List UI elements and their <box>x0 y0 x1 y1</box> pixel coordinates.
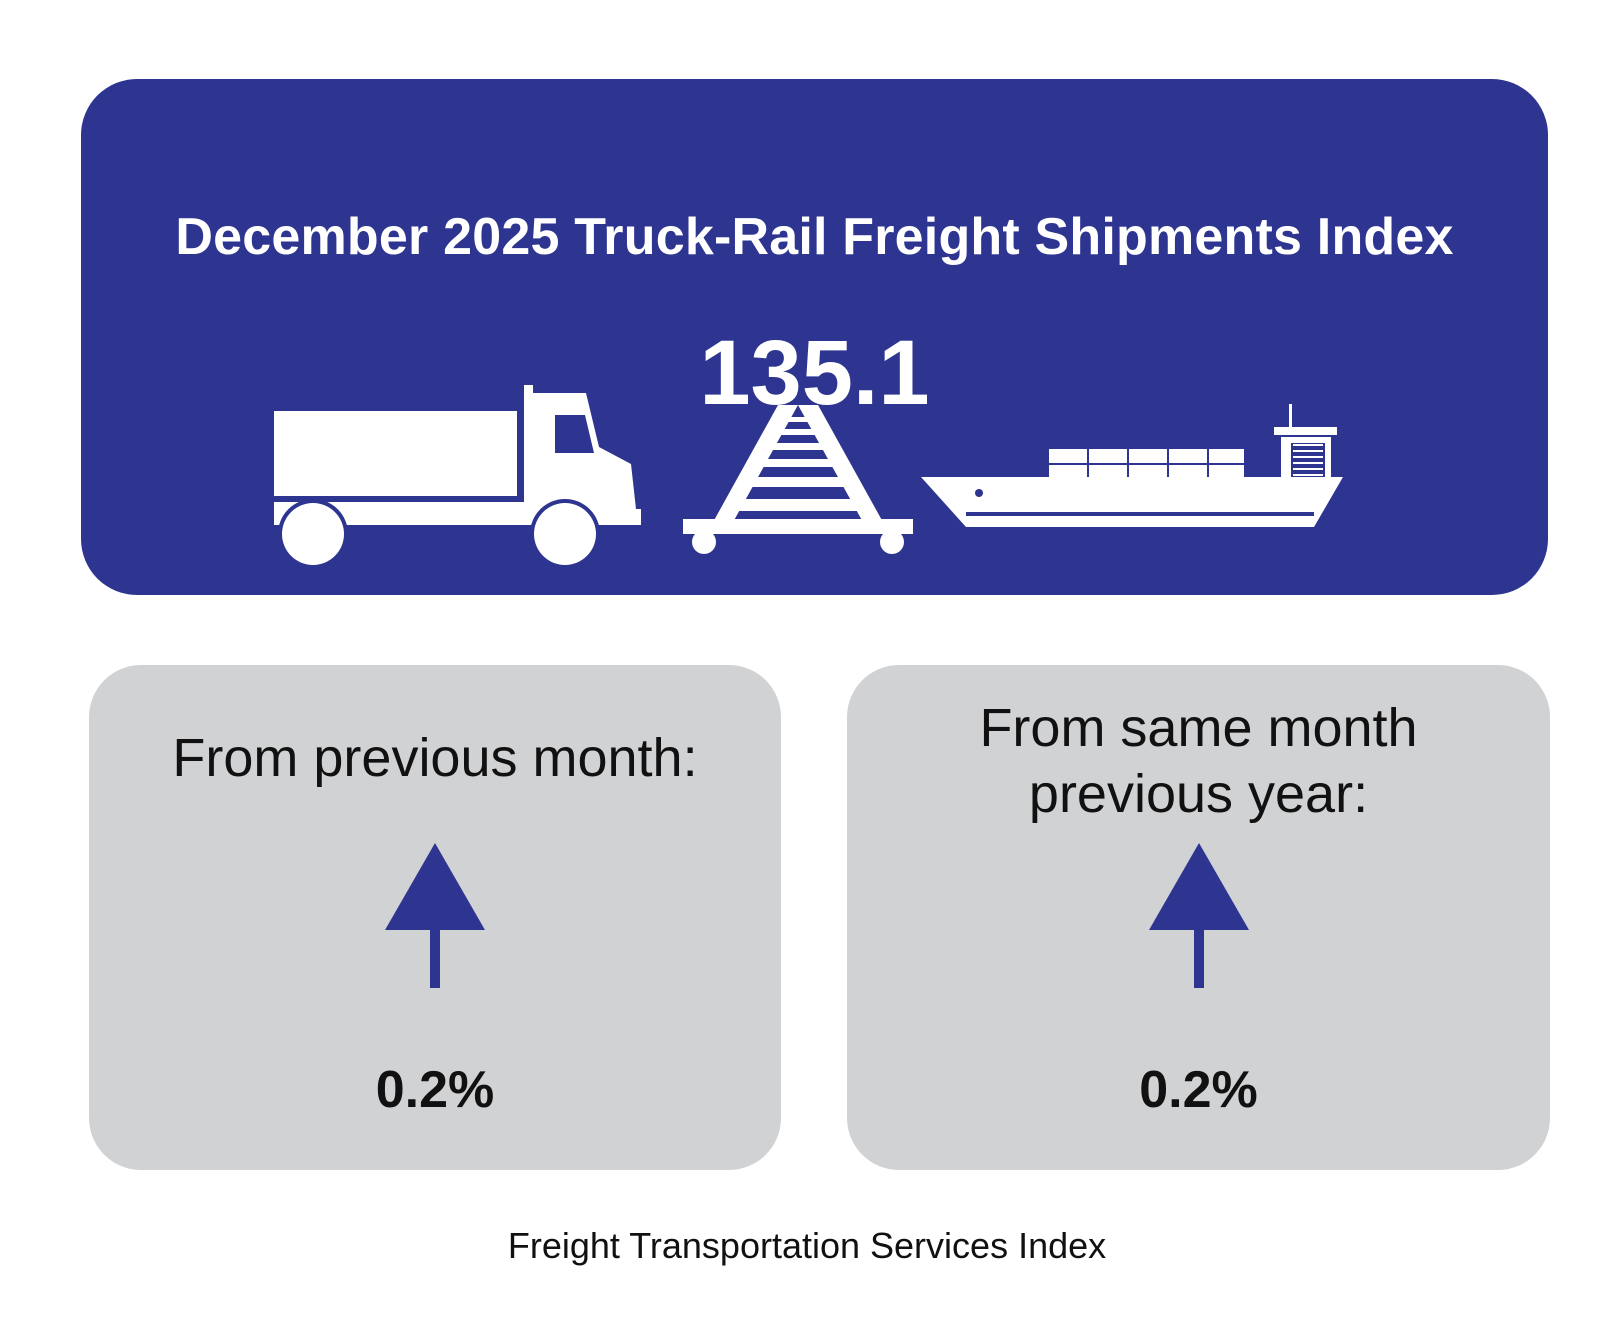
footer-caption: Freight Transportation Services Index <box>507 1225 1107 1266</box>
cargo-ship-icon <box>921 404 1343 527</box>
previous-month-card: From previous month: 0.2% <box>89 665 781 1170</box>
change-value: 0.2% <box>375 1061 495 1119</box>
card-label: From previous month: <box>172 728 698 788</box>
index-banner: December 2025 Truck-Rail Freight Shipmen… <box>81 79 1548 595</box>
truck-icon <box>274 385 641 569</box>
previous-year-card: From same month previous year: 0.2% <box>847 665 1550 1170</box>
arrow-up-icon <box>385 843 485 988</box>
card-label: From same month previous year: <box>979 698 1418 824</box>
banner-title: December 2025 Truck-Rail Freight Shipmen… <box>175 208 1454 266</box>
railroad-track-icon <box>683 405 913 554</box>
transport-icons <box>274 385 1343 569</box>
arrow-up-icon <box>1148 843 1249 988</box>
change-value: 0.2% <box>1139 1061 1258 1119</box>
